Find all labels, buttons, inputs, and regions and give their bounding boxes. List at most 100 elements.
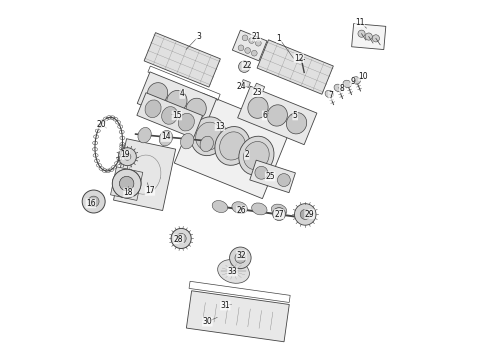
Ellipse shape bbox=[267, 105, 288, 126]
Polygon shape bbox=[242, 80, 250, 87]
Polygon shape bbox=[232, 30, 267, 61]
Text: 12: 12 bbox=[294, 54, 303, 63]
Text: 3: 3 bbox=[196, 32, 201, 41]
Ellipse shape bbox=[239, 61, 250, 72]
Polygon shape bbox=[257, 40, 333, 94]
Text: 16: 16 bbox=[86, 199, 96, 208]
Ellipse shape bbox=[186, 98, 206, 120]
Ellipse shape bbox=[147, 83, 168, 104]
Text: 33: 33 bbox=[227, 267, 237, 276]
Ellipse shape bbox=[230, 247, 251, 269]
Ellipse shape bbox=[325, 90, 334, 98]
Polygon shape bbox=[238, 86, 317, 145]
Text: 8: 8 bbox=[340, 84, 344, 93]
Ellipse shape bbox=[162, 107, 178, 124]
Ellipse shape bbox=[300, 210, 310, 220]
Ellipse shape bbox=[352, 77, 360, 84]
Text: 5: 5 bbox=[293, 111, 297, 120]
Text: 29: 29 bbox=[305, 210, 315, 219]
Ellipse shape bbox=[235, 252, 245, 263]
Ellipse shape bbox=[171, 228, 191, 248]
Polygon shape bbox=[111, 167, 143, 201]
Text: 20: 20 bbox=[97, 120, 106, 129]
Ellipse shape bbox=[251, 50, 257, 56]
Ellipse shape bbox=[212, 201, 228, 212]
Text: 32: 32 bbox=[237, 251, 246, 260]
Text: 18: 18 bbox=[123, 188, 133, 197]
Polygon shape bbox=[174, 93, 291, 199]
Ellipse shape bbox=[238, 45, 244, 51]
Ellipse shape bbox=[242, 35, 248, 41]
Ellipse shape bbox=[249, 38, 254, 44]
Polygon shape bbox=[250, 160, 295, 193]
Ellipse shape bbox=[124, 153, 131, 160]
Ellipse shape bbox=[334, 84, 343, 91]
Text: 13: 13 bbox=[215, 122, 225, 131]
Text: 11: 11 bbox=[355, 18, 365, 27]
Ellipse shape bbox=[239, 136, 274, 175]
Ellipse shape bbox=[248, 97, 268, 118]
Polygon shape bbox=[137, 72, 217, 130]
Text: 25: 25 bbox=[265, 172, 275, 181]
Ellipse shape bbox=[119, 148, 136, 166]
Text: 19: 19 bbox=[120, 150, 130, 159]
Ellipse shape bbox=[220, 132, 245, 160]
Ellipse shape bbox=[252, 203, 267, 215]
Ellipse shape bbox=[343, 80, 351, 87]
Ellipse shape bbox=[294, 204, 316, 225]
Ellipse shape bbox=[255, 166, 268, 179]
Ellipse shape bbox=[82, 190, 105, 213]
Polygon shape bbox=[254, 83, 265, 92]
Ellipse shape bbox=[138, 127, 151, 143]
Ellipse shape bbox=[112, 169, 141, 198]
Ellipse shape bbox=[176, 233, 186, 243]
Ellipse shape bbox=[277, 174, 290, 186]
Ellipse shape bbox=[112, 169, 141, 198]
Ellipse shape bbox=[191, 117, 226, 156]
Text: 15: 15 bbox=[172, 111, 182, 120]
Ellipse shape bbox=[271, 204, 287, 216]
Polygon shape bbox=[352, 23, 386, 50]
Polygon shape bbox=[144, 33, 220, 87]
Text: 9: 9 bbox=[350, 77, 355, 86]
Ellipse shape bbox=[232, 202, 247, 214]
Text: 28: 28 bbox=[174, 235, 183, 244]
Text: 14: 14 bbox=[161, 132, 171, 141]
Ellipse shape bbox=[272, 208, 286, 221]
Ellipse shape bbox=[196, 122, 221, 150]
Text: 31: 31 bbox=[220, 301, 230, 310]
Text: 23: 23 bbox=[253, 87, 262, 96]
Ellipse shape bbox=[145, 100, 161, 118]
Text: 1: 1 bbox=[277, 34, 281, 43]
Ellipse shape bbox=[287, 113, 307, 134]
Text: 2: 2 bbox=[245, 150, 249, 159]
Text: 22: 22 bbox=[242, 61, 251, 70]
Polygon shape bbox=[186, 291, 289, 342]
Ellipse shape bbox=[167, 90, 187, 112]
Ellipse shape bbox=[200, 136, 214, 152]
Text: 6: 6 bbox=[262, 111, 267, 120]
Ellipse shape bbox=[88, 196, 99, 207]
Ellipse shape bbox=[372, 35, 379, 42]
Ellipse shape bbox=[159, 130, 172, 146]
Text: 17: 17 bbox=[145, 186, 155, 195]
Ellipse shape bbox=[245, 48, 250, 53]
Text: 4: 4 bbox=[180, 89, 185, 98]
Text: 7: 7 bbox=[329, 91, 334, 100]
Ellipse shape bbox=[218, 260, 249, 283]
Ellipse shape bbox=[244, 141, 269, 170]
Text: 30: 30 bbox=[202, 317, 212, 326]
Ellipse shape bbox=[178, 113, 195, 131]
Text: 26: 26 bbox=[237, 206, 246, 215]
Text: 21: 21 bbox=[251, 32, 261, 41]
Text: 24: 24 bbox=[237, 82, 246, 91]
Ellipse shape bbox=[358, 30, 365, 37]
Ellipse shape bbox=[180, 134, 194, 149]
Ellipse shape bbox=[215, 127, 250, 165]
Ellipse shape bbox=[120, 176, 134, 191]
Polygon shape bbox=[137, 93, 202, 138]
Ellipse shape bbox=[120, 176, 134, 191]
Ellipse shape bbox=[255, 40, 261, 46]
Ellipse shape bbox=[365, 33, 372, 40]
Text: 27: 27 bbox=[274, 210, 284, 219]
